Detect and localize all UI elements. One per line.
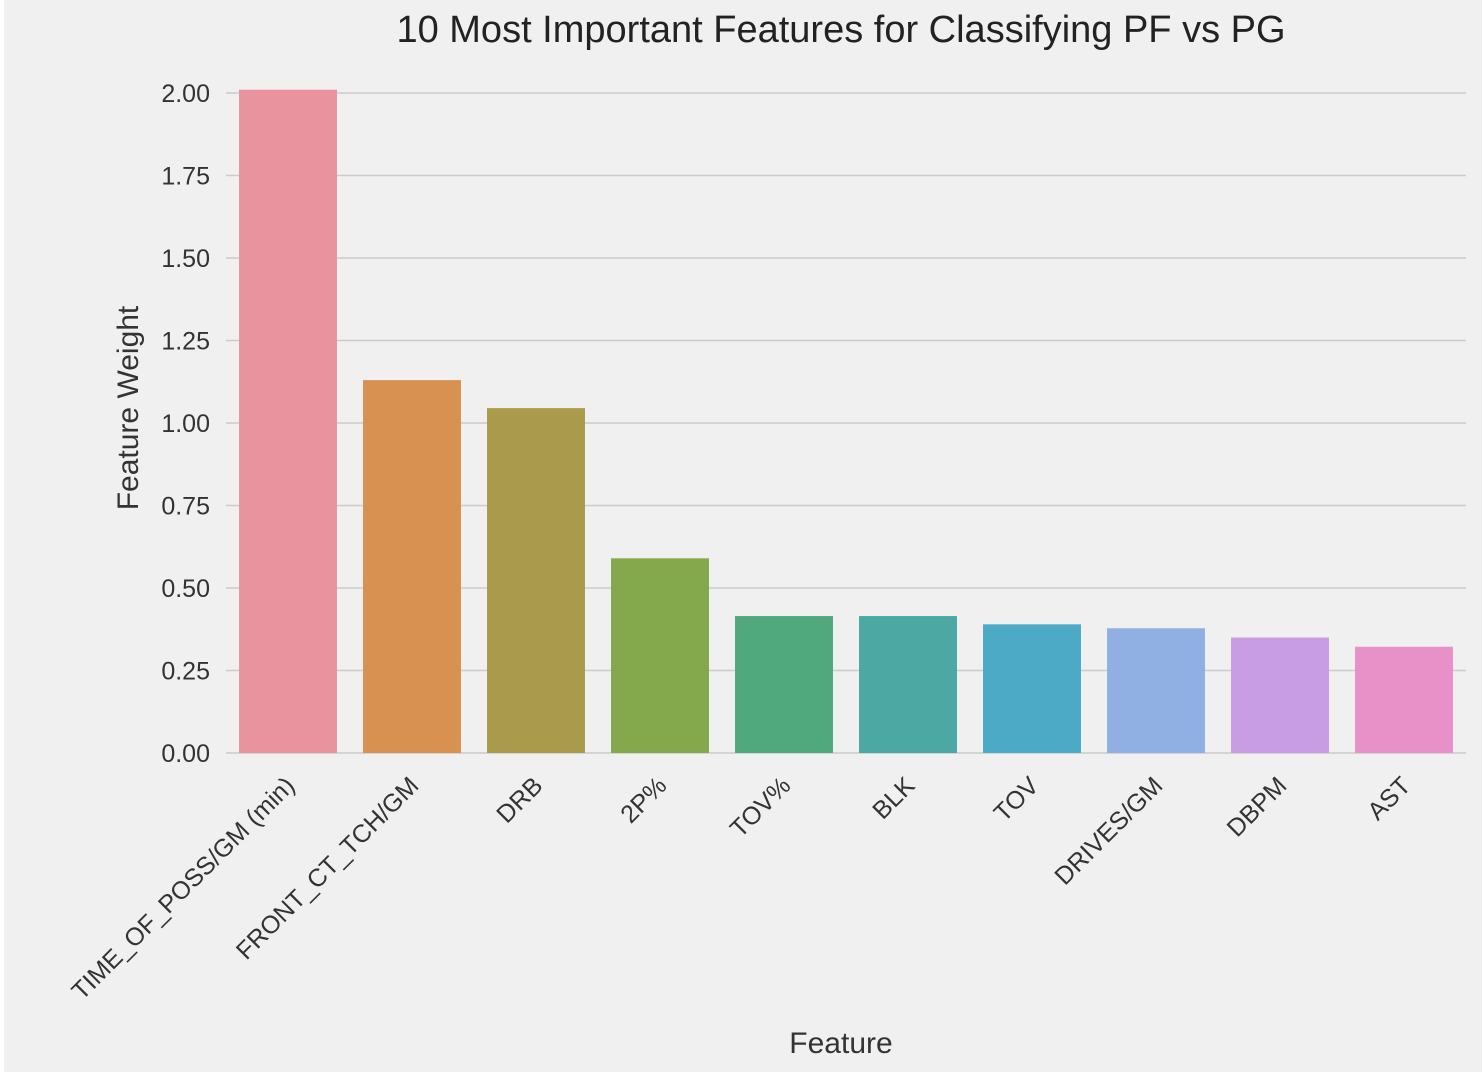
y-tick-label: 0.50 [161,575,210,603]
bar [1107,628,1205,753]
bar [859,616,957,753]
bar-chart: 10 Most Important Features for Classifyi… [66,9,1466,1060]
bar [239,89,337,753]
chart-title: 10 Most Important Features for Classifyi… [396,9,1285,51]
y-tick-label: 1.50 [161,245,210,273]
y-tick-label: 0.00 [161,740,210,768]
x-tick-label: BLK [867,771,920,824]
y-tick-label: 0.25 [161,658,210,686]
x-tick-label: DRB [491,772,548,829]
y-tick-label: 1.75 [161,163,210,191]
bar [363,380,461,753]
y-tick-label: 1.00 [161,410,210,438]
x-tick-label: TOV [989,771,1045,827]
bar [487,408,585,753]
y-tick-label: 0.75 [161,493,210,521]
x-tick-label: 2P% [615,772,672,829]
bar [1355,646,1453,753]
x-tick-label: AST [1362,772,1416,826]
y-tick-label: 1.25 [161,328,210,356]
x-tick-label: TIME_OF_POSS/GM (min) [66,772,300,1006]
x-tick-label: DBPM [1222,772,1293,843]
x-tick-label: DRIVES/GM [1049,772,1168,891]
bars [239,89,1453,753]
bar [611,558,709,753]
bar [983,624,1081,753]
bar [735,616,833,753]
x-axis-title: Feature [789,1027,892,1060]
bar [1231,637,1329,753]
x-axis-ticks: TIME_OF_POSS/GM (min)FRONT_CT_TCH/GM DRB 2… [66,771,1416,1005]
x-tick-label: TOV% [725,772,797,844]
y-tick-label: 2.00 [161,80,210,108]
y-axis-title: Feature Weight [112,305,145,510]
y-axis-ticks: 0.00 0.25 0.50 0.75 1.00 1.25 1.50 1.75 2.00 [161,80,210,768]
chart-container: 10 Most Important Features for Classifyi… [4,0,1482,1072]
